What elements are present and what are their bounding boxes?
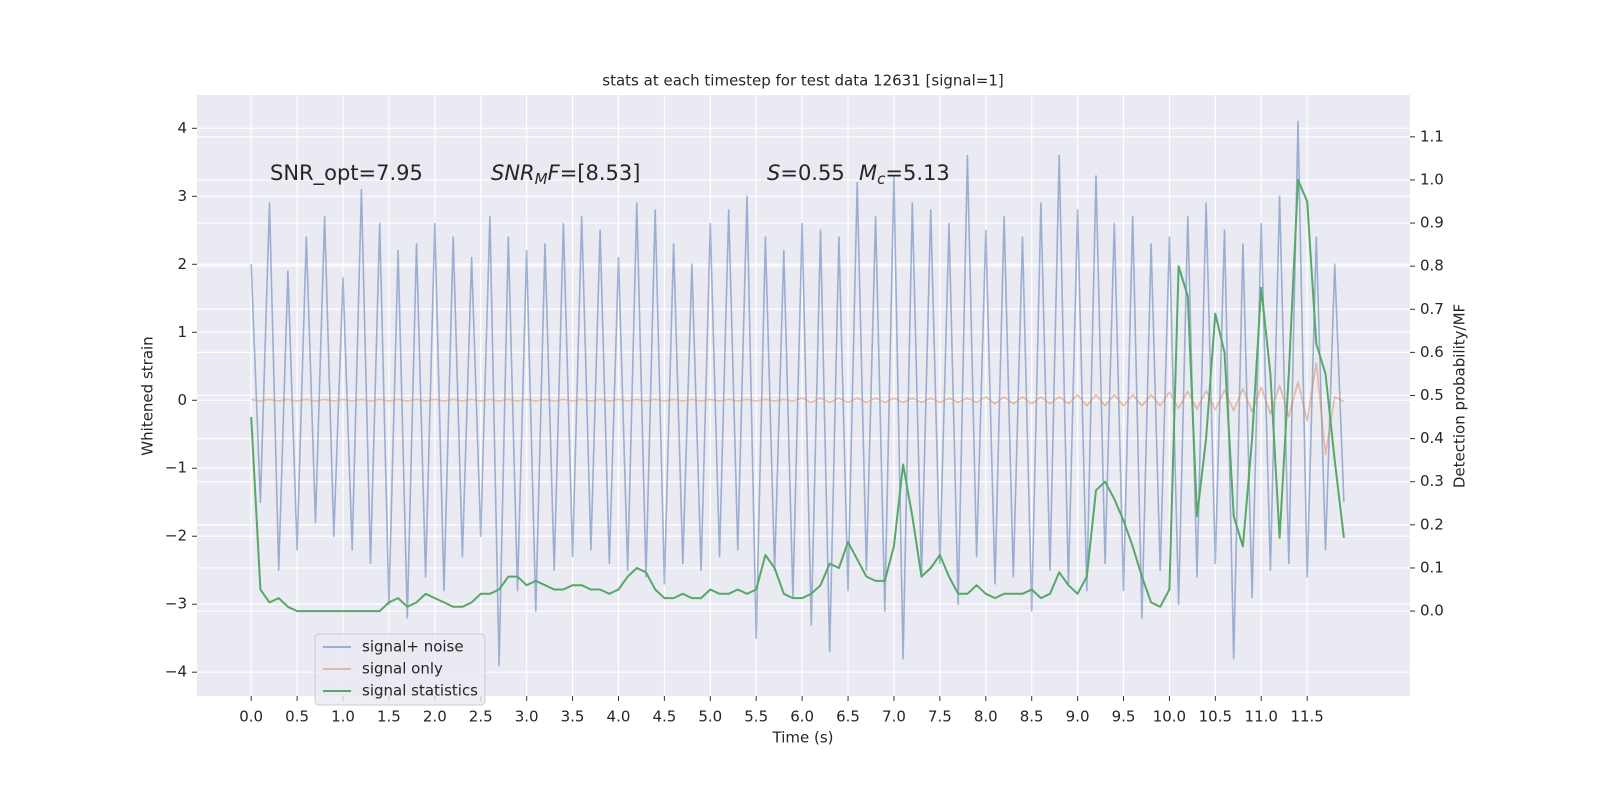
legend-label: signal+ noise [362, 638, 464, 656]
y-tick-label: 0 [177, 391, 187, 409]
x-tick-label: 10.5 [1199, 708, 1232, 726]
x-tick-label: 7.5 [928, 708, 952, 726]
series-line [250, 120, 1345, 667]
y2-tick-label: 1.1 [1420, 127, 1444, 145]
legend-label: signal statistics [362, 682, 478, 700]
x-tick-label: 11.5 [1290, 708, 1323, 726]
x-tick-label: 9.5 [1112, 708, 1136, 726]
y2-tick-label: 0.6 [1420, 343, 1444, 361]
x-tick-label: 7.0 [882, 708, 906, 726]
x-tick-label: 6.0 [790, 708, 814, 726]
x-tick-label: 2.0 [423, 708, 447, 726]
x-tick-label: 1.5 [377, 708, 401, 726]
x-tick-label: 3.0 [515, 708, 539, 726]
y2-tick-label: 0.4 [1420, 429, 1444, 447]
y-tick-label: 4 [177, 119, 187, 137]
y-tick-label: −1 [165, 459, 187, 477]
y-tick-label: −4 [165, 663, 187, 681]
x-tick-label: 2.5 [469, 708, 493, 726]
x-tick-label: 8.0 [974, 708, 998, 726]
y2-tick-label: 0.5 [1420, 386, 1444, 404]
x-tick-label: 1.0 [331, 708, 355, 726]
y2-tick-label: 1.0 [1420, 170, 1444, 188]
y2-tick-label: 0.7 [1420, 300, 1444, 318]
annotation: SNR_opt=7.95 [270, 161, 423, 186]
y2-axis-label: Detection probability/MF [1451, 304, 1469, 488]
chart-title: stats at each timestep for test data 126… [602, 72, 1003, 90]
annotation: Mc=5.13 [859, 161, 950, 188]
legend-label: signal only [362, 660, 443, 678]
y-tick-label: −3 [165, 595, 187, 613]
y-tick-label: 2 [177, 255, 187, 273]
y2-tick-label: 0.1 [1420, 558, 1444, 576]
y-axis-label: Whitened strain [139, 336, 157, 455]
x-tick-label: 9.0 [1066, 708, 1090, 726]
annotation-part: SNR [491, 161, 535, 185]
series-line [251, 362, 1345, 456]
y2-tick-label: 0.0 [1420, 602, 1444, 620]
x-tick-label: 0.0 [239, 708, 263, 726]
x-tick-label: 4.5 [652, 708, 676, 726]
x-tick-label: 11.0 [1245, 708, 1278, 726]
annotation-part: =0.55 [780, 161, 844, 185]
annotation-part: =[8.53] [560, 161, 641, 185]
y-tick-label: 1 [177, 323, 187, 341]
y2-tick-label: 0.9 [1420, 214, 1444, 232]
y2-tick-label: 0.2 [1420, 515, 1444, 533]
x-tick-label: 10.0 [1153, 708, 1186, 726]
y2-tick-label: 0.3 [1420, 472, 1444, 490]
x-tick-label: 5.0 [698, 708, 722, 726]
x-tick-label: 5.5 [744, 708, 768, 726]
annotation-part: M [859, 161, 877, 185]
annotation-part: c [877, 170, 886, 188]
y-tick-label: 3 [177, 187, 187, 205]
annotation-part: F [548, 161, 561, 185]
x-tick-label: 6.5 [836, 708, 860, 726]
annotation: S=0.55 [767, 161, 845, 185]
y2-tick-label: 0.8 [1420, 257, 1444, 275]
x-tick-label: 3.5 [561, 708, 585, 726]
annotation-part: S [767, 161, 780, 185]
x-tick-label: 0.5 [285, 708, 309, 726]
annotation-part: SNR_opt=7.95 [270, 161, 423, 186]
y-tick-label: −2 [165, 527, 187, 545]
x-tick-label: 8.5 [1020, 708, 1044, 726]
legend: signal+ noise signal only signal statistic… [314, 633, 486, 706]
series-line [250, 178, 1345, 613]
annotation-part: =5.13 [885, 161, 949, 185]
x-tick-label: 4.0 [607, 708, 631, 726]
legend-box [314, 633, 486, 706]
annotation: SNRMF=[8.53] [491, 161, 640, 188]
annotation-part: M [535, 170, 548, 188]
x-axis-label: Time (s) [772, 729, 834, 747]
